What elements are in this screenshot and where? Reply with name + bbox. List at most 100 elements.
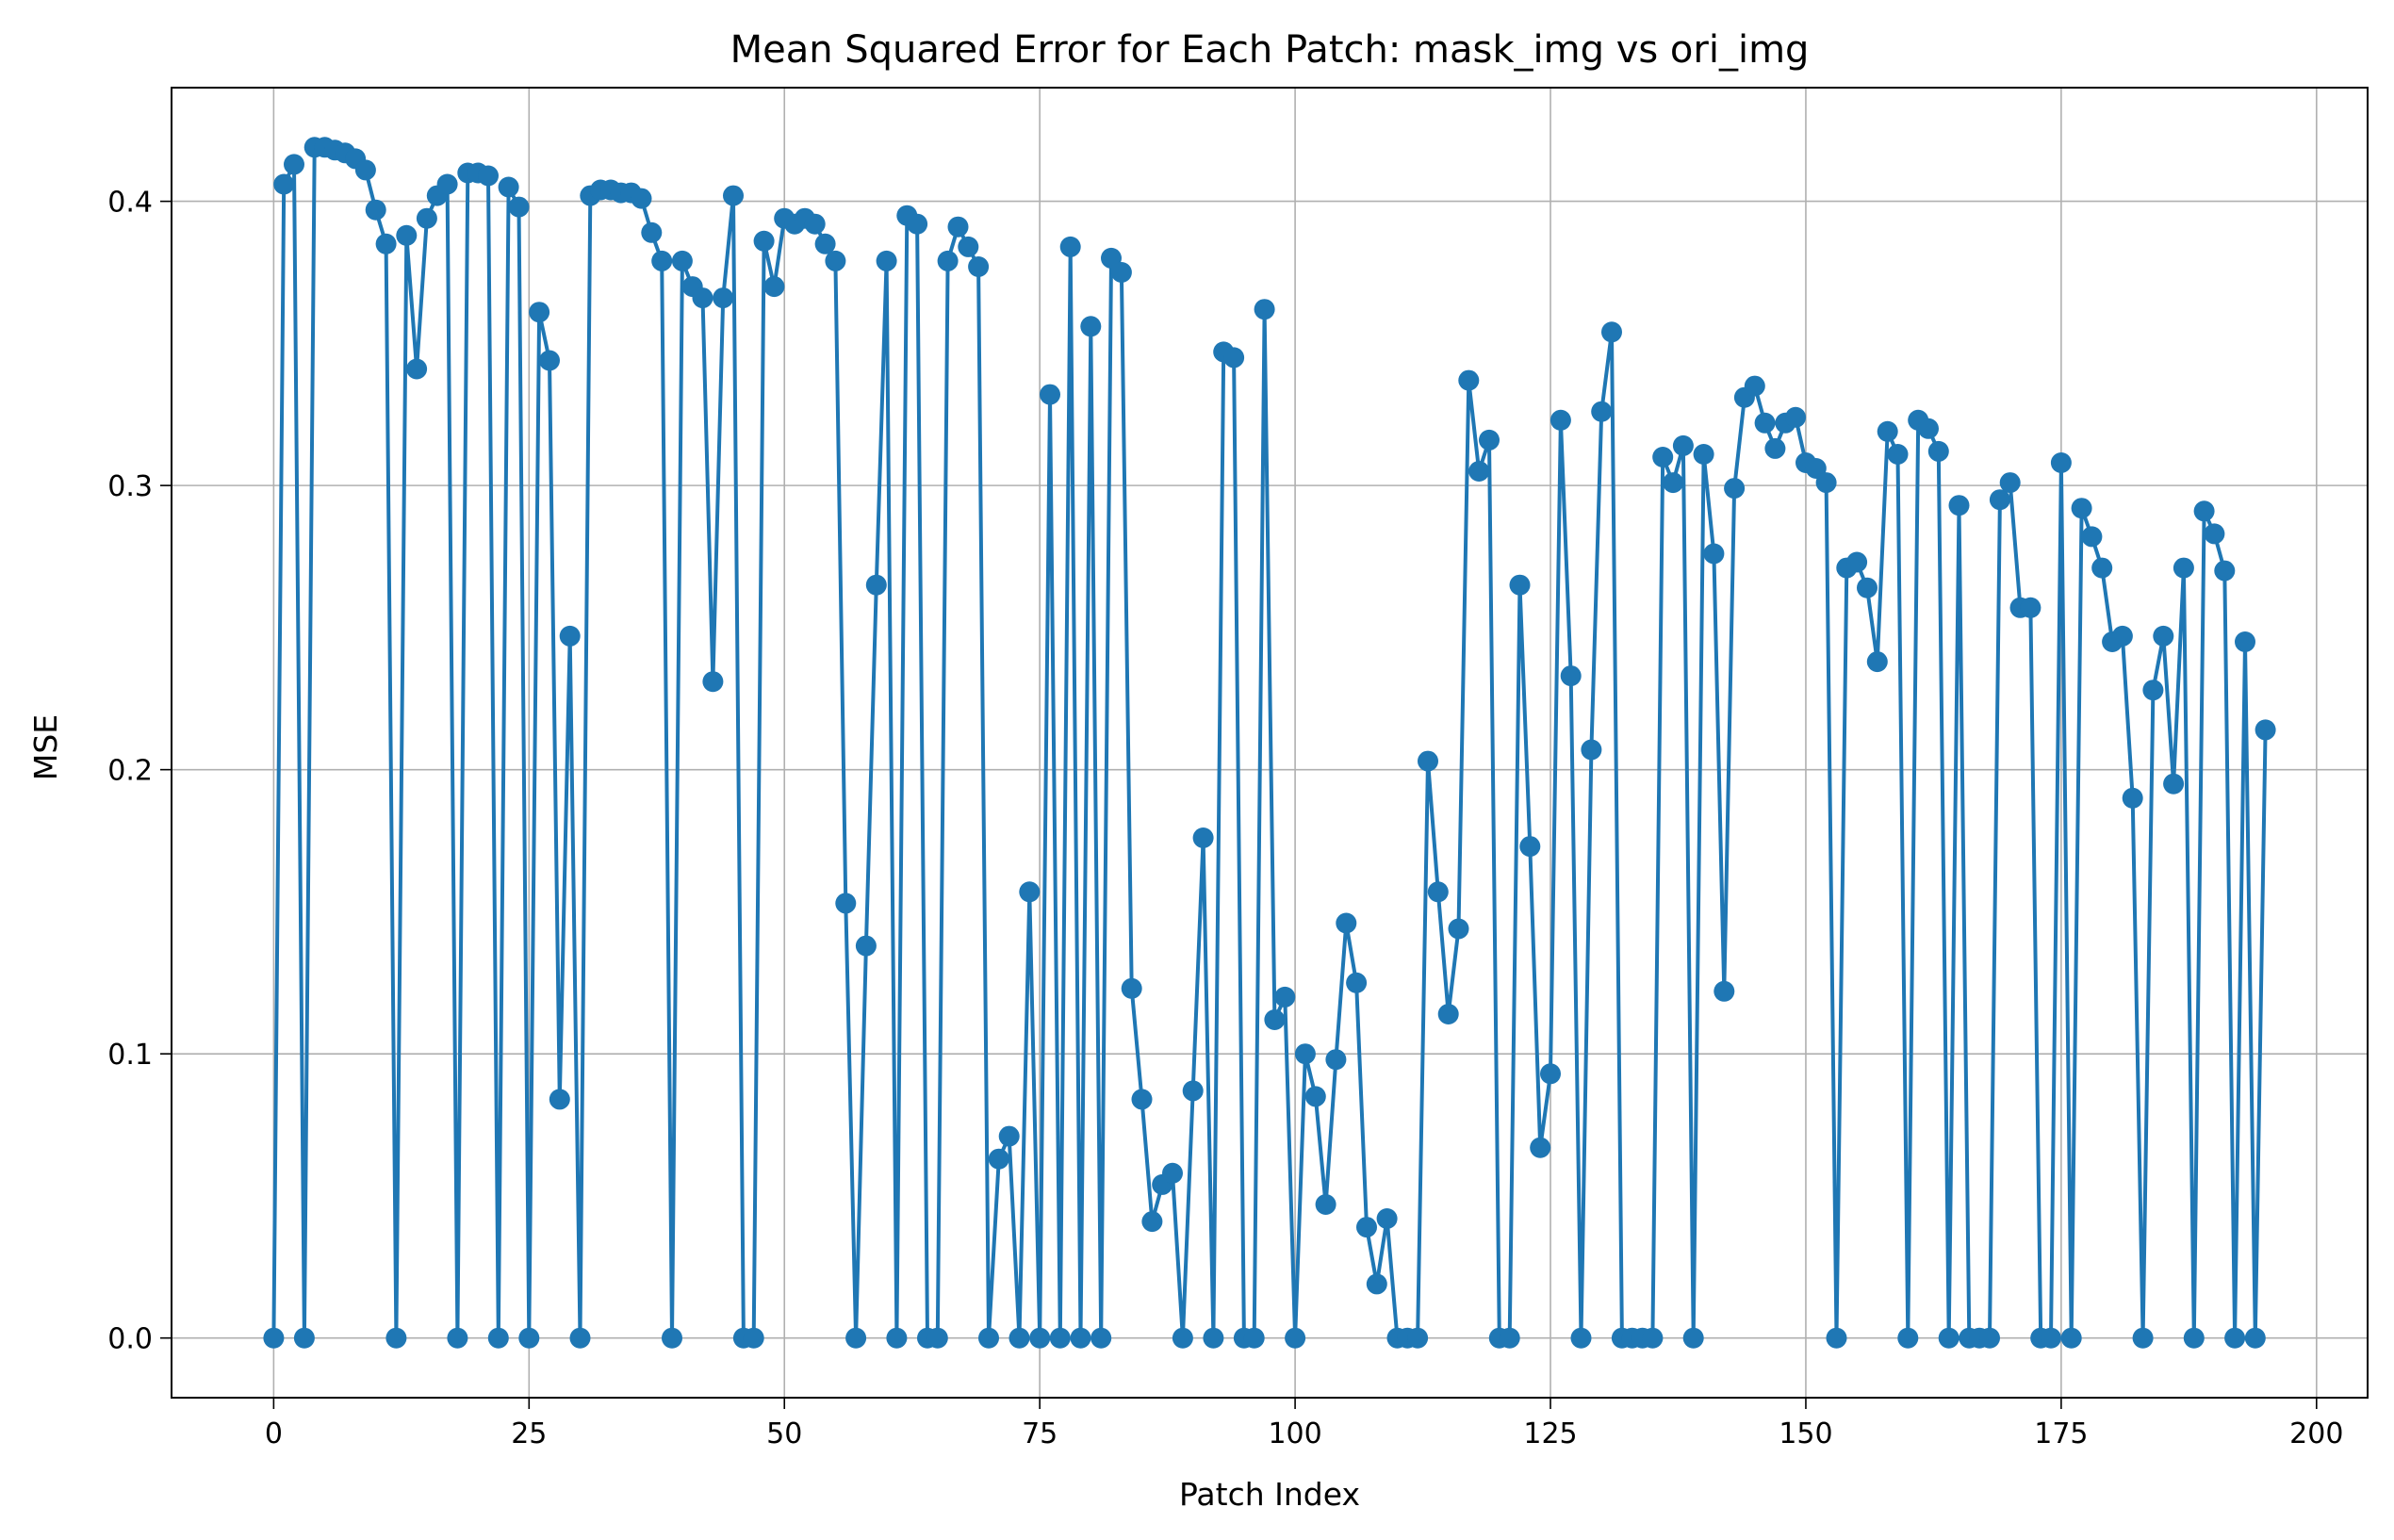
data-point bbox=[518, 1327, 540, 1349]
data-point bbox=[2122, 787, 2143, 809]
data-point bbox=[1243, 1327, 1265, 1349]
data-point bbox=[1448, 918, 1469, 940]
data-point bbox=[835, 893, 857, 914]
data-point bbox=[498, 176, 519, 198]
y-tick-label: 0.4 bbox=[107, 187, 153, 220]
data-point bbox=[1304, 1086, 1326, 1107]
data-point bbox=[1519, 836, 1541, 858]
data-point bbox=[876, 250, 897, 271]
data-point bbox=[1999, 472, 2021, 494]
data-point bbox=[1468, 461, 1490, 482]
data-point bbox=[702, 671, 724, 693]
data-point bbox=[1672, 434, 1694, 456]
data-point bbox=[1550, 409, 1571, 431]
data-point bbox=[1008, 1327, 1030, 1349]
data-point bbox=[539, 350, 560, 371]
data-point bbox=[947, 216, 969, 238]
data-point bbox=[375, 233, 397, 254]
data-point bbox=[1499, 1327, 1520, 1349]
data-point bbox=[926, 1327, 948, 1349]
x-tick-label: 150 bbox=[1779, 1417, 1832, 1450]
data-point bbox=[1366, 1273, 1387, 1295]
chart-title: Mean Squared Error for Each Patch: mask_… bbox=[730, 28, 1810, 72]
data-point bbox=[1203, 1327, 1224, 1349]
data-point bbox=[1437, 1004, 1459, 1024]
x-tick-label: 175 bbox=[2034, 1417, 2088, 1450]
data-point bbox=[1162, 1162, 1183, 1184]
data-point bbox=[1642, 1327, 1664, 1349]
data-point bbox=[886, 1327, 908, 1349]
data-point bbox=[1846, 551, 1868, 573]
data-point bbox=[447, 1327, 468, 1349]
data-point bbox=[1754, 412, 1776, 434]
data-point bbox=[814, 233, 836, 254]
data-point bbox=[1887, 444, 1909, 465]
data-point bbox=[1826, 1327, 1847, 1349]
y-tick-label: 0.2 bbox=[107, 755, 153, 788]
data-point bbox=[1264, 1009, 1286, 1030]
data-point bbox=[2163, 773, 2185, 795]
data-point bbox=[1989, 489, 2010, 511]
y-tick-label: 0.3 bbox=[107, 470, 153, 503]
data-point bbox=[365, 199, 386, 221]
data-point bbox=[1479, 429, 1500, 451]
data-point bbox=[2183, 1327, 2205, 1349]
x-tick-label: 100 bbox=[1268, 1417, 1321, 1450]
data-point bbox=[2224, 1327, 2246, 1349]
data-point bbox=[354, 159, 376, 181]
data-point bbox=[1714, 980, 1735, 1002]
data-series bbox=[263, 137, 2276, 1349]
data-point bbox=[743, 1327, 764, 1349]
data-point bbox=[529, 302, 550, 323]
data-point bbox=[1101, 247, 1122, 269]
data-point bbox=[958, 236, 979, 257]
data-point bbox=[1724, 478, 1746, 500]
x-tick-label: 25 bbox=[511, 1417, 547, 1450]
data-point bbox=[1927, 440, 1949, 462]
data-point bbox=[2041, 1327, 2061, 1349]
data-point bbox=[1131, 1089, 1153, 1110]
data-point bbox=[273, 173, 295, 195]
data-point bbox=[1663, 472, 1684, 494]
data-point bbox=[1254, 299, 1275, 320]
data-point bbox=[2235, 631, 2255, 652]
data-point bbox=[1866, 651, 1888, 673]
data-point bbox=[2081, 526, 2103, 548]
data-point bbox=[559, 625, 581, 647]
data-point bbox=[1356, 1217, 1377, 1238]
data-point bbox=[2050, 452, 2072, 473]
y-tick-label: 0.1 bbox=[107, 1039, 153, 1072]
data-point bbox=[1591, 401, 1613, 422]
data-point bbox=[1407, 1327, 1429, 1349]
data-point bbox=[569, 1327, 591, 1349]
data-point bbox=[2244, 1327, 2266, 1349]
data-point bbox=[1059, 236, 1081, 257]
data-point bbox=[692, 287, 713, 309]
data-point bbox=[641, 221, 663, 243]
data-point bbox=[293, 1327, 315, 1349]
data-point bbox=[2020, 597, 2041, 618]
data-point bbox=[385, 1327, 407, 1349]
data-point bbox=[2111, 625, 2133, 647]
data-point bbox=[1785, 406, 1807, 428]
y-axis-label: MSE bbox=[27, 714, 64, 780]
data-point bbox=[865, 574, 887, 596]
data-point bbox=[1540, 1063, 1561, 1085]
data-point bbox=[1682, 1327, 1704, 1349]
data-point bbox=[2060, 1327, 2082, 1349]
data-point bbox=[1897, 1327, 1919, 1349]
data-point bbox=[1090, 1327, 1112, 1349]
data-point bbox=[1223, 347, 1245, 369]
data-point bbox=[1581, 739, 1602, 761]
x-tick-label: 75 bbox=[1022, 1417, 1058, 1450]
data-point bbox=[2214, 560, 2236, 582]
data-point bbox=[651, 250, 673, 271]
data-point bbox=[978, 1327, 999, 1349]
data-point bbox=[825, 250, 846, 271]
data-point bbox=[713, 287, 734, 309]
data-point bbox=[1285, 1327, 1306, 1349]
data-point bbox=[1274, 986, 1296, 1008]
y-tick-label: 0.0 bbox=[107, 1323, 153, 1356]
data-point bbox=[2255, 719, 2276, 741]
